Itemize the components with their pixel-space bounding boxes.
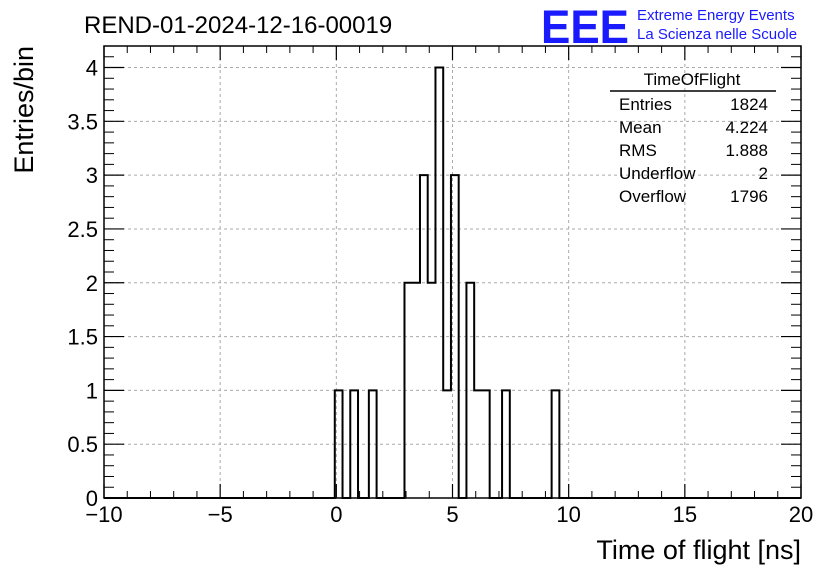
x-tick-label: 5 [446,502,458,527]
x-tick-label: −10 [85,502,122,527]
stats-title: TimeOfFlight [644,70,741,89]
stats-box: TimeOfFlight Entries 1824 Mean 4.224 RMS… [610,70,776,206]
stats-label-rms: RMS [619,141,657,160]
logo-mark: EEE [541,0,629,53]
y-tick-label: 3 [86,163,98,188]
stats-value-overflow: 1796 [730,187,768,206]
grid [104,46,801,498]
plot-frame [103,45,802,499]
y-tick-label: 1 [86,378,98,403]
stats-label-mean: Mean [619,118,662,137]
logo-line-1: Extreme Energy Events [637,7,795,24]
y-axis-label: Entries/bin [9,46,39,174]
stats-value-underflow: 2 [759,164,768,183]
y-tick-label: 2.5 [67,217,98,242]
x-axis-label: Time of flight [ns] [596,535,801,565]
histogram-outline [104,66,801,499]
stats-label-entries: Entries [619,95,672,114]
tick-labels: −10 −5 0 5 10 15 20 0 0.5 1 1.5 2 2.5 3 3.5 4 [67,56,813,527]
x-tick-label: −5 [208,502,233,527]
stats-value-rms: 1.888 [725,141,768,160]
x-tick-label: 10 [556,502,580,527]
eee-logo: EEE Extreme Energy Events La Scienza nel… [541,0,797,53]
stats-value-entries: 1824 [730,95,768,114]
stats-value-mean: 4.224 [725,118,768,137]
y-tick-label: 0 [86,486,98,511]
x-tick-label: 15 [673,502,697,527]
y-tick-label: 0.5 [67,432,98,457]
stats-label-underflow: Underflow [619,164,696,183]
y-tick-label: 2 [86,271,98,296]
x-tick-label: 20 [789,502,813,527]
logo-line-2: La Scienza nelle Scuole [637,26,797,43]
x-tick-label: 0 [330,502,342,527]
y-tick-label: 4 [86,56,98,81]
stats-label-overflow: Overflow [619,187,687,206]
chart-title: REND-01-2024-12-16-00019 [84,12,392,39]
y-tick-label: 3.5 [67,109,98,134]
y-tick-label: 1.5 [67,325,98,350]
